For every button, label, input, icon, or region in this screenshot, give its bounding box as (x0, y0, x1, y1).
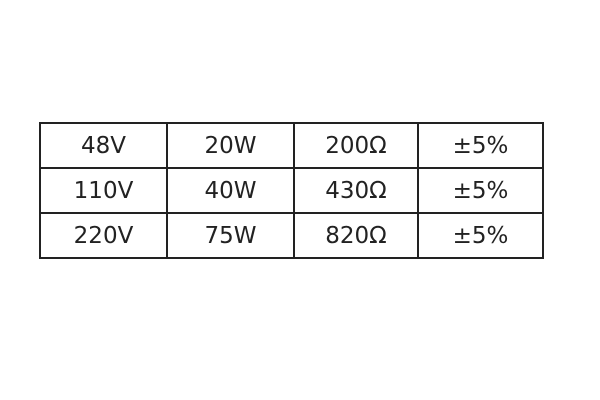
resistance-cell: 200Ω (293, 122, 419, 169)
voltage-cell: 110V (39, 167, 168, 214)
tolerance-cell: ±5% (417, 122, 544, 169)
wattage-cell: 20W (166, 122, 295, 169)
wattage-cell: 40W (166, 167, 295, 214)
spec-table: 48V 20W 200Ω ±5% 110V 40W 430Ω ±5% 220V … (39, 122, 544, 259)
voltage-cell: 48V (39, 122, 168, 169)
resistance-cell: 820Ω (293, 212, 419, 259)
tolerance-cell: ±5% (417, 167, 544, 214)
wattage-cell: 75W (166, 212, 295, 259)
table-row: 48V 20W 200Ω ±5% (39, 122, 544, 169)
table-row: 220V 75W 820Ω ±5% (39, 212, 544, 259)
table-row: 110V 40W 430Ω ±5% (39, 167, 544, 214)
voltage-cell: 220V (39, 212, 168, 259)
tolerance-cell: ±5% (417, 212, 544, 259)
resistance-cell: 430Ω (293, 167, 419, 214)
